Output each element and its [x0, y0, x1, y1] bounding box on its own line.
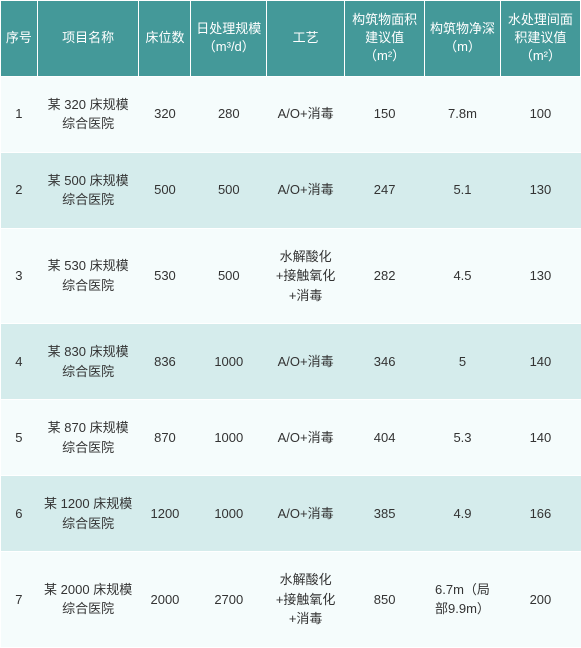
cell-beds: 530	[139, 228, 191, 324]
cell-name: 某 1200 床规模综合医院	[37, 476, 139, 552]
cell-capacity: 1000	[191, 324, 267, 400]
cell-process: 水解酸化+接触氧化+消毒	[267, 228, 345, 324]
cell-name: 某 830 床规模综合医院	[37, 324, 139, 400]
cell-index: 4	[1, 324, 38, 400]
cell-name: 某 870 床规模综合医院	[37, 400, 139, 476]
cell-depth: 4.5	[425, 228, 501, 324]
cell-area2: 140	[500, 400, 580, 476]
col-header-area1: 构筑物面积建议值（m²）	[345, 1, 425, 77]
cell-index: 7	[1, 552, 38, 648]
cell-depth: 7.8m	[425, 76, 501, 152]
cell-capacity: 1000	[191, 476, 267, 552]
cell-name: 某 320 床规模综合医院	[37, 76, 139, 152]
cell-index: 5	[1, 400, 38, 476]
table-header-row: 序号 项目名称 床位数 日处理规模（m³/d） 工艺 构筑物面积建议值（m²） …	[1, 1, 581, 77]
table-row: 5 某 870 床规模综合医院 870 1000 A/O+消毒 404 5.3 …	[1, 400, 581, 476]
table-row: 4 某 830 床规模综合医院 836 1000 A/O+消毒 346 5 14…	[1, 324, 581, 400]
cell-capacity: 1000	[191, 400, 267, 476]
cell-depth: 5	[425, 324, 501, 400]
cell-area1: 346	[345, 324, 425, 400]
cell-beds: 320	[139, 76, 191, 152]
cell-area2: 166	[500, 476, 580, 552]
table-row: 3 某 530 床规模综合医院 530 500 水解酸化+接触氧化+消毒 282…	[1, 228, 581, 324]
cell-process: A/O+消毒	[267, 324, 345, 400]
cell-capacity: 500	[191, 152, 267, 228]
cell-index: 3	[1, 228, 38, 324]
col-header-beds: 床位数	[139, 1, 191, 77]
cell-process: A/O+消毒	[267, 400, 345, 476]
cell-process: A/O+消毒	[267, 152, 345, 228]
cell-beds: 870	[139, 400, 191, 476]
cell-name: 某 500 床规模综合医院	[37, 152, 139, 228]
cell-beds: 1200	[139, 476, 191, 552]
table-row: 1 某 320 床规模综合医院 320 280 A/O+消毒 150 7.8m …	[1, 76, 581, 152]
cell-name: 某 2000 床规模综合医院	[37, 552, 139, 648]
cell-area1: 247	[345, 152, 425, 228]
cell-area2: 130	[500, 152, 580, 228]
cell-depth: 4.9	[425, 476, 501, 552]
cell-process: A/O+消毒	[267, 476, 345, 552]
cell-depth: 6.7m（局部9.9m）	[425, 552, 501, 648]
cell-area2: 140	[500, 324, 580, 400]
col-header-area2: 水处理间面积建议值（m²）	[500, 1, 580, 77]
cell-depth: 5.3	[425, 400, 501, 476]
cell-beds: 500	[139, 152, 191, 228]
hospital-wastewater-table: 序号 项目名称 床位数 日处理规模（m³/d） 工艺 构筑物面积建议值（m²） …	[0, 0, 581, 648]
cell-process: 水解酸化+接触氧化+消毒	[267, 552, 345, 648]
cell-area1: 150	[345, 76, 425, 152]
cell-index: 6	[1, 476, 38, 552]
col-header-depth: 构筑物净深（m）	[425, 1, 501, 77]
cell-name: 某 530 床规模综合医院	[37, 228, 139, 324]
cell-index: 2	[1, 152, 38, 228]
cell-area2: 100	[500, 76, 580, 152]
table-row: 2 某 500 床规模综合医院 500 500 A/O+消毒 247 5.1 1…	[1, 152, 581, 228]
cell-process: A/O+消毒	[267, 76, 345, 152]
table-body: 1 某 320 床规模综合医院 320 280 A/O+消毒 150 7.8m …	[1, 76, 581, 647]
cell-capacity: 2700	[191, 552, 267, 648]
col-header-index: 序号	[1, 1, 38, 77]
cell-beds: 2000	[139, 552, 191, 648]
cell-area1: 404	[345, 400, 425, 476]
cell-area1: 385	[345, 476, 425, 552]
cell-area1: 850	[345, 552, 425, 648]
cell-area2: 200	[500, 552, 580, 648]
col-header-name: 项目名称	[37, 1, 139, 77]
cell-capacity: 280	[191, 76, 267, 152]
cell-beds: 836	[139, 324, 191, 400]
cell-area1: 282	[345, 228, 425, 324]
cell-index: 1	[1, 76, 38, 152]
cell-area2: 130	[500, 228, 580, 324]
cell-capacity: 500	[191, 228, 267, 324]
col-header-process: 工艺	[267, 1, 345, 77]
col-header-capacity: 日处理规模（m³/d）	[191, 1, 267, 77]
table-row: 7 某 2000 床规模综合医院 2000 2700 水解酸化+接触氧化+消毒 …	[1, 552, 581, 648]
table-row: 6 某 1200 床规模综合医院 1200 1000 A/O+消毒 385 4.…	[1, 476, 581, 552]
cell-depth: 5.1	[425, 152, 501, 228]
